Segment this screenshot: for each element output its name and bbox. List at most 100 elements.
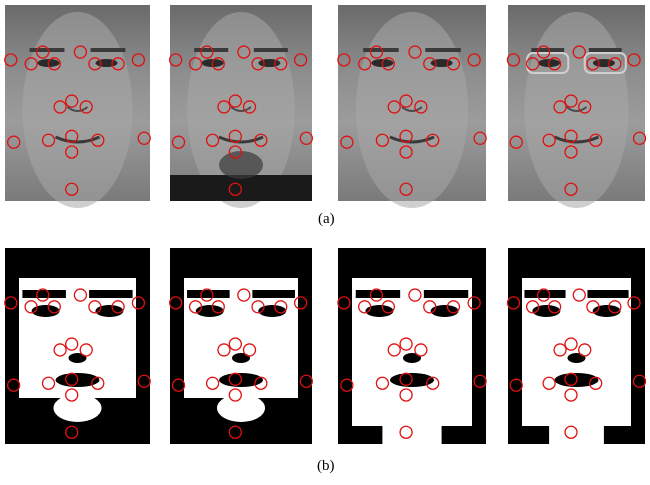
landmark-circle (242, 100, 257, 114)
landmark-circle (542, 133, 556, 147)
landmark-circle (217, 343, 231, 357)
caption-b: (b) (317, 458, 335, 474)
landmark-circle (274, 300, 288, 314)
caption-a: (a) (318, 211, 335, 227)
landmark-circle (542, 376, 556, 390)
landmark-circle (65, 129, 79, 143)
landmark-circle (205, 376, 220, 390)
right-brow-blob (252, 290, 295, 298)
landmark-circle (340, 378, 354, 392)
right-brow-blob (587, 290, 629, 298)
right-eyebrow (90, 48, 126, 52)
nostrils-blob (68, 353, 87, 363)
landmark-circle (547, 300, 562, 314)
left-eye-blob (365, 305, 394, 317)
nostrils-blob (567, 353, 586, 363)
landmark-circle (340, 135, 354, 149)
landmark-circle (381, 57, 395, 71)
lower-right-dark (441, 426, 486, 444)
landmark-circle (47, 300, 61, 314)
landmark-circle (251, 300, 265, 314)
landmark-circle (36, 288, 50, 302)
right-eyebrow (253, 48, 288, 52)
landmark-circle (426, 133, 440, 147)
left-brow-blob (22, 290, 66, 298)
landmark-circle (564, 337, 578, 351)
right-eyebrow (588, 48, 622, 52)
landmark-circle (564, 388, 578, 402)
landmark-circle (251, 57, 265, 71)
right-eye-blob (95, 305, 124, 317)
landmark-circle (506, 53, 521, 67)
landmark-circle (137, 131, 151, 145)
lower-right-dark (603, 426, 645, 444)
mouth (218, 135, 264, 144)
left-eye-blob (532, 305, 561, 317)
landmark-circle (578, 100, 592, 114)
landmark-circle (586, 300, 600, 314)
landmark-circle (547, 57, 562, 71)
right-eye-blob (592, 305, 621, 317)
landmark-circle (131, 53, 146, 67)
landmark-circle (188, 57, 203, 71)
left-eyebrow (531, 48, 565, 52)
landmark-circle (632, 131, 647, 145)
landmark-circle (473, 374, 487, 388)
landmark-circle (41, 133, 56, 147)
landmark-circle (228, 337, 242, 351)
landmark-circle (553, 100, 567, 114)
landmark-circle (228, 129, 242, 143)
chin-light (53, 394, 102, 422)
landmark-circle (526, 57, 540, 71)
left-brow-blob (524, 290, 566, 298)
left-brow-blob (187, 290, 230, 298)
landmark-circle (446, 300, 461, 314)
landmark-circle (399, 182, 413, 196)
landmark-circle (564, 94, 578, 108)
mouth (389, 135, 435, 144)
landmark-circle (254, 133, 268, 147)
landmark-circle (188, 300, 203, 314)
landmark-circle (387, 100, 401, 114)
landmark-circle (24, 300, 38, 314)
landmark-circle (211, 300, 225, 314)
left-eye-blob (31, 305, 60, 317)
landmark-circle (91, 133, 105, 147)
landmark-circle (171, 135, 186, 149)
landmark-circle (473, 131, 487, 145)
landmark-circle (608, 57, 622, 71)
landmark-circle (228, 372, 242, 386)
landmark-circle (79, 343, 93, 357)
landmark-circle (293, 53, 308, 67)
landmark-circle (36, 45, 50, 59)
landmark-circle (254, 376, 268, 390)
beard (219, 151, 263, 179)
landmark-circle (41, 376, 56, 390)
landmark-circle (47, 57, 61, 71)
landmark-circle (237, 45, 251, 59)
left-eyebrow (29, 48, 65, 52)
landmark-circle (228, 182, 242, 196)
landmark-circle (426, 376, 440, 390)
landmark-circle (369, 45, 384, 59)
landmark-circle (564, 145, 578, 159)
landmark-circle (111, 57, 125, 71)
landmark-circle (137, 374, 151, 388)
hair-region (5, 248, 150, 278)
nose (66, 106, 89, 112)
left-eye-blob (195, 305, 224, 317)
landmark-circle (414, 100, 428, 114)
landmark-circle (73, 45, 88, 59)
landmark-circle (111, 300, 125, 314)
landmark-circle (24, 57, 38, 71)
landmark-circle (572, 45, 586, 59)
landmark-circle (589, 376, 603, 390)
landmark-circle (7, 135, 21, 149)
landmark-circle (299, 374, 313, 388)
landmark-circle (200, 288, 214, 302)
landmark-circle (467, 296, 481, 310)
landmark-circle (387, 343, 401, 357)
landmark-circle (217, 100, 231, 114)
